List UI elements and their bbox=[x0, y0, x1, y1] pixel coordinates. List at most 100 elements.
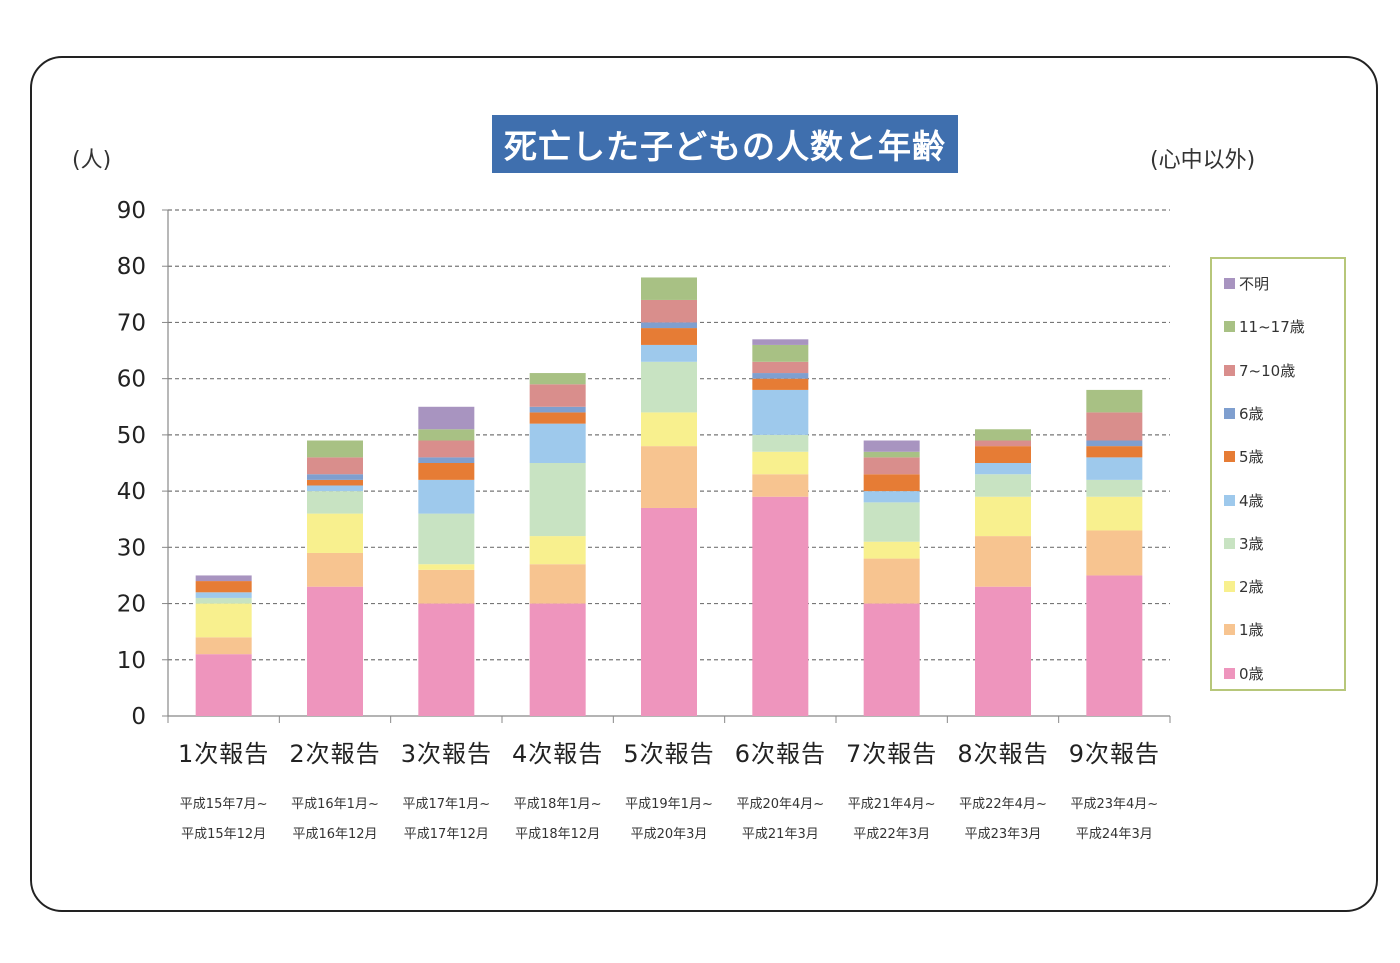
x-tick-label: 2次報告 bbox=[289, 740, 380, 768]
legend-swatch bbox=[1224, 364, 1235, 376]
bar-segment bbox=[1086, 575, 1143, 716]
period-start-label: 平成21年4月~ bbox=[848, 797, 936, 812]
bar-segment bbox=[975, 474, 1031, 497]
bar-segment bbox=[195, 592, 252, 598]
bar-segment bbox=[418, 406, 475, 430]
bar-segment bbox=[1086, 457, 1143, 480]
legend-swatch bbox=[1224, 537, 1235, 549]
bar-segment bbox=[529, 564, 586, 604]
bar-segment bbox=[529, 463, 586, 537]
bar-segment bbox=[863, 474, 920, 492]
legend-swatch bbox=[1224, 407, 1235, 419]
bar-segment bbox=[752, 434, 809, 452]
bar-segment bbox=[418, 603, 475, 716]
chart-title: 死亡した子どもの人数と年齢 bbox=[492, 115, 958, 173]
x-tick-label: 3次報告 bbox=[401, 740, 492, 768]
bar-segment bbox=[641, 446, 697, 508]
legend-swatch bbox=[1224, 451, 1235, 463]
bar-segment bbox=[641, 277, 697, 300]
bar-segment bbox=[975, 586, 1031, 716]
bar-segment bbox=[641, 328, 697, 345]
bar-segment bbox=[863, 558, 920, 604]
bar-segment bbox=[418, 479, 475, 514]
y-tick-label: 30 bbox=[117, 535, 146, 561]
x-tick-label: 5次報告 bbox=[623, 740, 714, 768]
y-tick-label: 70 bbox=[117, 310, 146, 336]
legend-item: 0歳 bbox=[1224, 663, 1264, 684]
bar-segment bbox=[195, 654, 252, 716]
period-start-label: 平成17年1月~ bbox=[402, 797, 490, 812]
bar-segment bbox=[975, 536, 1031, 587]
legend-label: 1歳 bbox=[1239, 621, 1264, 640]
bar-segment bbox=[975, 463, 1031, 475]
bar-segment bbox=[1086, 446, 1143, 458]
period-start-label: 平成15年7月~ bbox=[180, 797, 268, 812]
bar-segment bbox=[195, 637, 252, 655]
bar-segment bbox=[863, 491, 920, 503]
bar-segment bbox=[1086, 479, 1143, 497]
legend-swatch bbox=[1224, 581, 1235, 593]
bar-segment bbox=[641, 322, 697, 329]
bar-segment bbox=[752, 389, 809, 435]
bar-segment bbox=[307, 479, 363, 486]
chart-frame bbox=[30, 56, 1378, 912]
bar-segment bbox=[752, 344, 809, 362]
bar-segment bbox=[752, 474, 809, 497]
bar-segment bbox=[307, 485, 363, 492]
legend-label: 6歳 bbox=[1239, 404, 1264, 423]
bar-segment bbox=[529, 384, 586, 407]
y-tick-label: 60 bbox=[117, 367, 146, 393]
bar-segment bbox=[1086, 389, 1143, 413]
legend-label: 5歳 bbox=[1239, 448, 1264, 467]
legend-item: 不明 bbox=[1224, 273, 1269, 294]
bar-segment bbox=[1086, 496, 1143, 531]
bar-segment bbox=[307, 474, 363, 480]
period-end-label: 平成18年12月 bbox=[515, 827, 600, 842]
bar-segment bbox=[1086, 412, 1143, 441]
bar-segment bbox=[195, 581, 252, 593]
period-end-label: 平成20年3月 bbox=[631, 827, 708, 842]
bar-segment bbox=[752, 373, 809, 379]
legend-swatch bbox=[1224, 321, 1235, 333]
legend-label: 11~17歳 bbox=[1239, 318, 1305, 337]
bar-segment bbox=[975, 440, 1031, 447]
y-tick-label: 50 bbox=[117, 423, 146, 449]
legend-swatch bbox=[1224, 278, 1235, 289]
bar-segment bbox=[752, 496, 809, 716]
legend-item: 6歳 bbox=[1224, 403, 1264, 424]
legend-item: 7~10歳 bbox=[1224, 360, 1295, 381]
period-start-label: 平成19年1月~ bbox=[625, 797, 713, 812]
bar-segment bbox=[752, 361, 809, 374]
y-tick-label: 0 bbox=[131, 704, 146, 730]
legend-label: 7~10歳 bbox=[1239, 361, 1296, 380]
bar-segment bbox=[752, 451, 809, 475]
bar-segment bbox=[529, 536, 586, 565]
legend-item: 11~17歳 bbox=[1224, 316, 1305, 337]
bar-segment bbox=[529, 412, 586, 424]
bar-segment bbox=[641, 412, 697, 447]
bar-segment bbox=[641, 344, 697, 362]
bar-segment bbox=[863, 603, 920, 716]
period-start-label: 平成18年1月~ bbox=[514, 797, 602, 812]
bar-segment bbox=[863, 451, 920, 458]
legend-item: 5歳 bbox=[1224, 446, 1264, 467]
legend-label: 2歳 bbox=[1239, 578, 1264, 597]
bar-segment bbox=[863, 541, 920, 559]
y-tick-label: 40 bbox=[117, 479, 146, 505]
chart-legend: 不明 11~17歳 7~10歳 6歳 5歳 4歳 3歳 2歳 1歳 0歳 bbox=[1210, 257, 1346, 691]
bar-segment bbox=[195, 575, 252, 582]
y-tick-label: 10 bbox=[117, 648, 146, 674]
legend-swatch bbox=[1224, 494, 1235, 506]
legend-swatch bbox=[1224, 624, 1235, 636]
bar-segment bbox=[641, 507, 697, 716]
period-end-label: 平成21年3月 bbox=[742, 827, 819, 842]
period-end-label: 平成24年3月 bbox=[1076, 827, 1153, 842]
bar-segment bbox=[418, 429, 475, 441]
bar-segment bbox=[307, 586, 363, 716]
y-tick-label: 90 bbox=[117, 198, 146, 224]
period-end-label: 平成22年3月 bbox=[853, 827, 930, 842]
legend-label: 4歳 bbox=[1239, 491, 1264, 510]
bar-segment bbox=[975, 446, 1031, 463]
bar-segment bbox=[863, 440, 920, 452]
legend-item: 1歳 bbox=[1224, 619, 1264, 640]
